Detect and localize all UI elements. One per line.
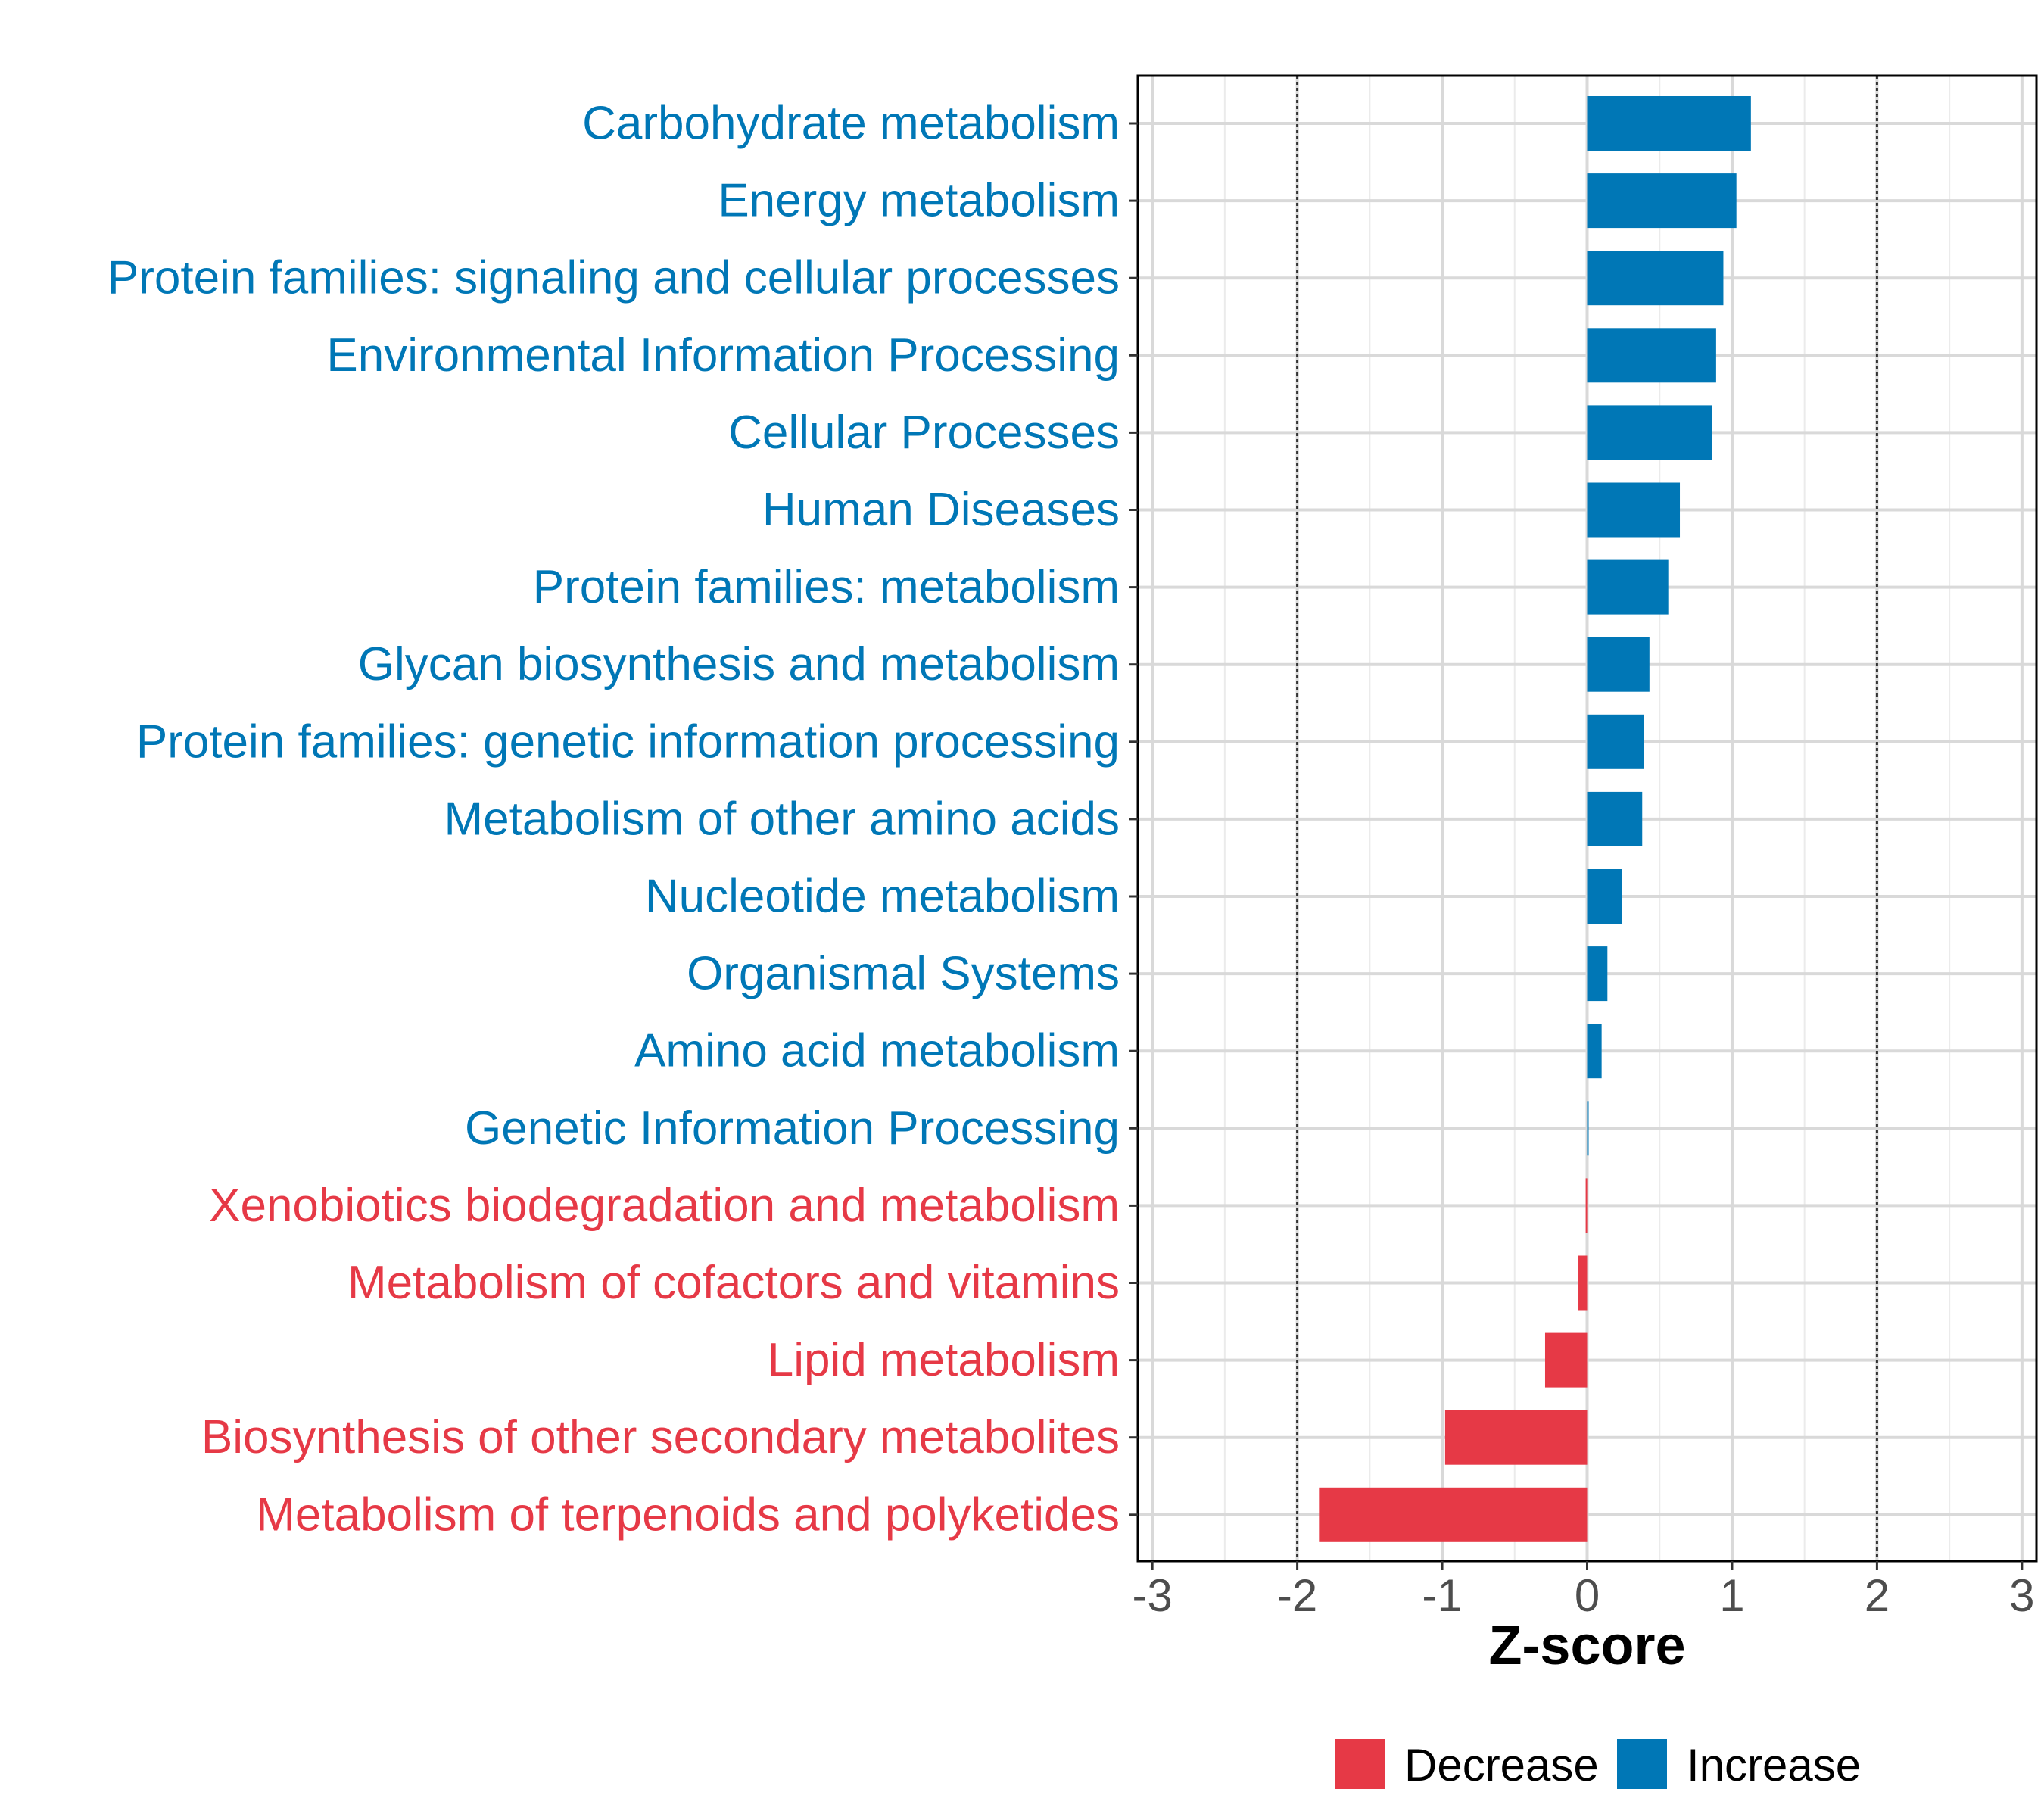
bar [1587, 791, 1643, 846]
reference-lines [1296, 76, 1878, 1561]
bar [1587, 1101, 1589, 1156]
bar [1587, 559, 1669, 615]
category-label: Biosynthesis of other secondary metaboli… [201, 1411, 1120, 1463]
bar [1587, 637, 1650, 692]
category-label: Organismal Systems [687, 948, 1120, 1000]
bar [1587, 869, 1622, 924]
tick-labels: -3 -2 -1 0 1 2 3 [1132, 1570, 2034, 1621]
bar [1587, 946, 1608, 1002]
category-label: Environmental Information Processing [326, 329, 1120, 382]
bar [1587, 173, 1737, 229]
y-ticks [1129, 122, 1138, 1516]
x-tick-label: -2 [1277, 1570, 1317, 1621]
category-label: Genetic Information Processing [465, 1102, 1120, 1155]
bar [1578, 1255, 1588, 1311]
category-label: Xenobiotics biodegradation and metabolis… [209, 1180, 1120, 1232]
category-label: Carbohydrate metabolism [582, 98, 1120, 150]
category-label: Protein families: metabolism [533, 561, 1120, 613]
category-label: Human Diseases [762, 484, 1120, 536]
bar [1444, 1410, 1588, 1465]
bar [1587, 1024, 1602, 1079]
bar [1587, 714, 1644, 769]
legend-label: Increase [1687, 1740, 1861, 1791]
legend-label: Decrease [1404, 1740, 1599, 1791]
x-tick-label: 2 [1865, 1570, 1890, 1621]
bar [1587, 328, 1716, 383]
legend-key [1335, 1739, 1385, 1789]
legend-key [1617, 1739, 1667, 1789]
category-label: Energy metabolism [718, 175, 1120, 227]
bar [1319, 1487, 1588, 1542]
category-label: Metabolism of other amino acids [444, 793, 1120, 845]
bar [1587, 96, 1751, 151]
category-label: Metabolism of cofactors and vitamins [347, 1257, 1120, 1309]
category-label: Glycan biosynthesis and metabolism [358, 638, 1120, 690]
bars [1319, 96, 1751, 1542]
x-tick-label: 1 [1719, 1570, 1744, 1621]
category-label: Cellular Processes [728, 407, 1120, 459]
bar [1587, 251, 1724, 306]
x-tick-label: -1 [1422, 1570, 1462, 1621]
category-labels: Carbohydrate metabolism Energy metabolism… [107, 98, 1120, 1541]
category-label: Nucleotide metabolism [645, 871, 1120, 923]
x-tick-label: 0 [1575, 1570, 1600, 1621]
category-label: Protein families: genetic information pr… [136, 715, 1120, 768]
bar [1587, 405, 1712, 460]
category-label: Metabolism of terpenoids and polyketides [256, 1488, 1120, 1541]
x-ticks [1151, 1561, 2024, 1570]
category-label: Protein families: signaling and cellular… [107, 252, 1120, 304]
x-tick-label: 3 [2009, 1570, 2034, 1621]
x-tick-label: -3 [1132, 1570, 1172, 1621]
bar [1585, 1178, 1588, 1233]
bar [1587, 482, 1681, 538]
category-label: Lipid metabolism [768, 1334, 1120, 1386]
legend: Decrease Increase [1335, 1739, 1861, 1791]
category-label: Amino acid metabolism [634, 1025, 1120, 1077]
x-axis-title: Z-score [1488, 1616, 1685, 1676]
bar [1544, 1332, 1588, 1388]
